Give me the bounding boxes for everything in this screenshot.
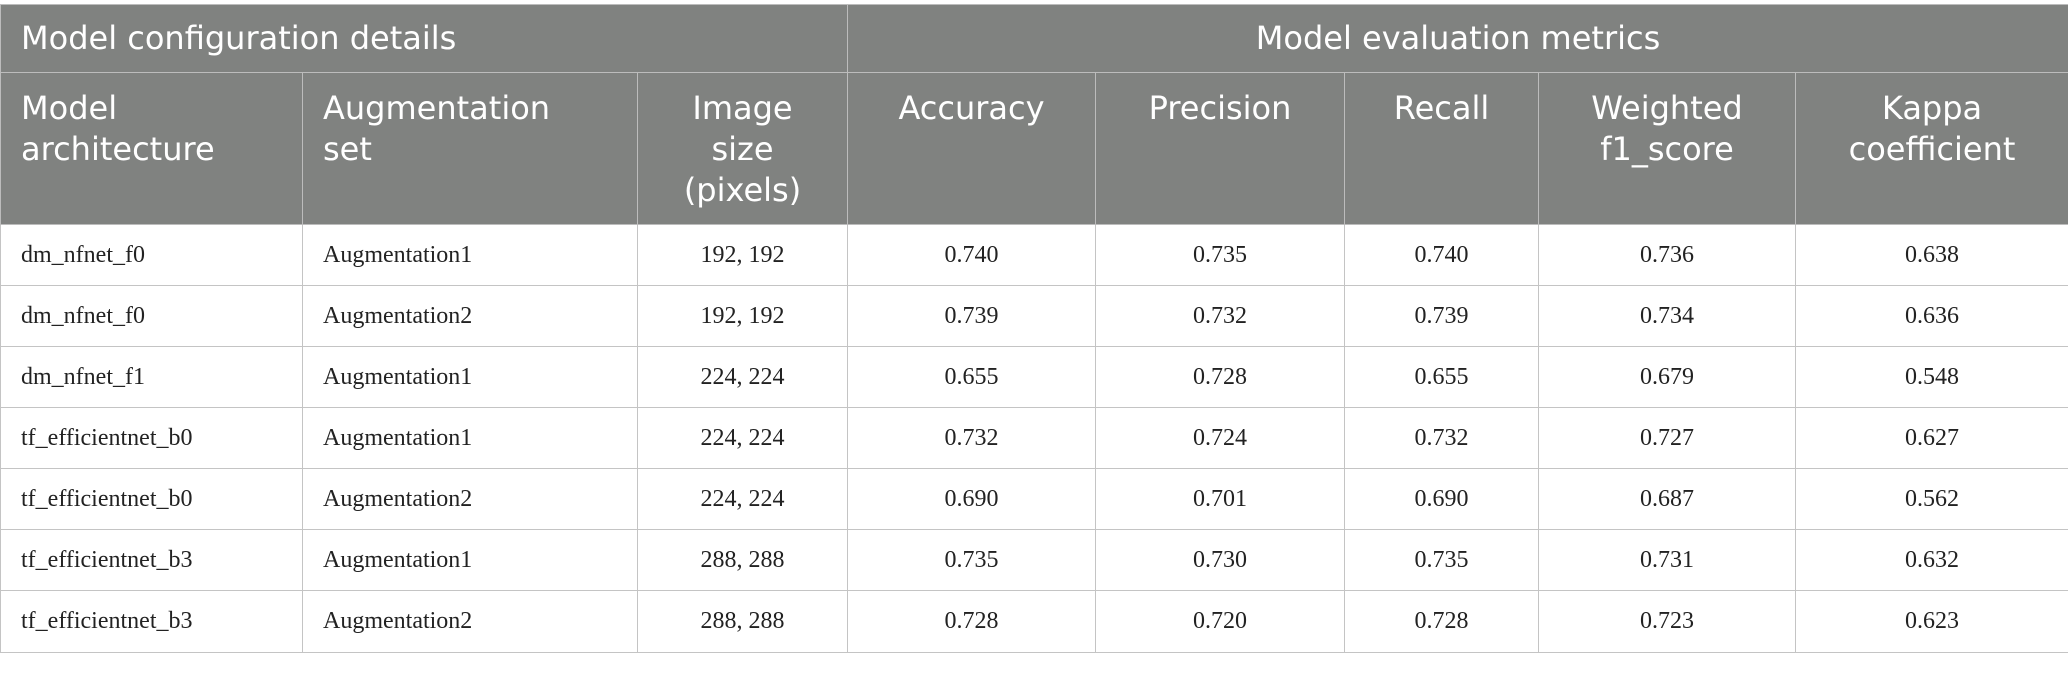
recall-cell: 0.735 xyxy=(1344,529,1539,591)
kappa-coefficient-cell: 0.623 xyxy=(1794,590,2068,653)
column-header-kappa-coefficient: Kappa coefficient xyxy=(1794,72,2068,225)
accuracy-cell: 0.739 xyxy=(847,285,1096,347)
column-header-precision: Precision xyxy=(1095,72,1345,225)
table-body: dm_nfnet_f0 Augmentation1 192, 192 0.740 0.7… xyxy=(0,224,2068,653)
column-header-line: f1_score xyxy=(1600,130,1734,168)
recall-cell: 0.690 xyxy=(1344,468,1539,530)
column-header-line: Weighted xyxy=(1591,89,1743,127)
image-size-cell: 224, 224 xyxy=(637,346,848,408)
precision-cell: 0.735 xyxy=(1095,224,1345,286)
augmentation-set-cell: Augmentation1 xyxy=(302,407,638,469)
weighted-f1-score-cell: 0.679 xyxy=(1538,346,1796,408)
precision-cell: 0.720 xyxy=(1095,590,1345,653)
recall-cell: 0.728 xyxy=(1344,590,1539,653)
results-table: Model configuration details Model evalua… xyxy=(0,4,2068,653)
kappa-coefficient-cell: 0.632 xyxy=(1794,529,2068,591)
accuracy-cell: 0.732 xyxy=(847,407,1096,469)
table-row: tf_efficientnet_b3 Augmentation2 288, 288 0… xyxy=(0,590,2068,653)
kappa-coefficient-cell: 0.636 xyxy=(1794,285,2068,347)
model-architecture-cell: dm_nfnet_f1 xyxy=(0,346,303,408)
column-header-accuracy: Accuracy xyxy=(847,72,1096,225)
recall-cell: 0.739 xyxy=(1344,285,1539,347)
column-header-line: Image xyxy=(692,89,793,127)
recall-cell: 0.740 xyxy=(1344,224,1539,286)
group-header-configuration: Model configuration details xyxy=(0,4,848,73)
column-header-model-architecture: Model architecture xyxy=(0,72,303,225)
kappa-coefficient-cell: 0.627 xyxy=(1794,407,2068,469)
precision-cell: 0.724 xyxy=(1095,407,1345,469)
weighted-f1-score-cell: 0.727 xyxy=(1538,407,1796,469)
accuracy-cell: 0.655 xyxy=(847,346,1096,408)
accuracy-cell: 0.735 xyxy=(847,529,1096,591)
image-size-cell: 192, 192 xyxy=(637,285,848,347)
column-header-row: Model architecture Augmentation set Image s… xyxy=(0,72,2068,225)
table-row: tf_efficientnet_b3 Augmentation1 288, 288 0… xyxy=(0,529,2068,591)
augmentation-set-cell: Augmentation2 xyxy=(302,468,638,530)
column-header-line: Accuracy xyxy=(898,89,1045,127)
column-header-line: size xyxy=(711,130,774,168)
augmentation-set-cell: Augmentation1 xyxy=(302,346,638,408)
column-header-augmentation-set: Augmentation set xyxy=(302,72,638,225)
precision-cell: 0.732 xyxy=(1095,285,1345,347)
column-header-line: Kappa xyxy=(1881,89,1983,127)
column-header-line: Augmentation xyxy=(323,89,551,127)
table-row: tf_efficientnet_b0 Augmentation2 224, 224 0… xyxy=(0,468,2068,530)
column-header-line: Model xyxy=(21,89,118,127)
column-header-line: set xyxy=(323,130,372,168)
model-architecture-cell: dm_nfnet_f0 xyxy=(0,285,303,347)
image-size-cell: 224, 224 xyxy=(637,407,848,469)
image-size-cell: 192, 192 xyxy=(637,224,848,286)
table-row: tf_efficientnet_b0 Augmentation1 224, 224 0… xyxy=(0,407,2068,469)
recall-cell: 0.732 xyxy=(1344,407,1539,469)
column-header-weighted-f1-score: Weighted f1_score xyxy=(1538,72,1796,225)
augmentation-set-cell: Augmentation2 xyxy=(302,590,638,653)
column-header-line: Recall xyxy=(1393,89,1490,127)
column-header-line: coefficient xyxy=(1848,130,2016,168)
accuracy-cell: 0.740 xyxy=(847,224,1096,286)
augmentation-set-cell: Augmentation2 xyxy=(302,285,638,347)
kappa-coefficient-cell: 0.638 xyxy=(1794,224,2068,286)
augmentation-set-cell: Augmentation1 xyxy=(302,529,638,591)
kappa-coefficient-cell: 0.548 xyxy=(1794,346,2068,408)
weighted-f1-score-cell: 0.731 xyxy=(1538,529,1796,591)
model-architecture-cell: tf_efficientnet_b3 xyxy=(0,529,303,591)
column-header-line: Precision xyxy=(1148,89,1292,127)
column-header-recall: Recall xyxy=(1344,72,1539,225)
image-size-cell: 288, 288 xyxy=(637,590,848,653)
accuracy-cell: 0.690 xyxy=(847,468,1096,530)
table-row: dm_nfnet_f0 Augmentation2 192, 192 0.739 0.7… xyxy=(0,285,2068,347)
weighted-f1-score-cell: 0.736 xyxy=(1538,224,1796,286)
model-architecture-cell: tf_efficientnet_b0 xyxy=(0,468,303,530)
header-group-row: Model configuration details Model evalua… xyxy=(0,4,2068,73)
column-header-line: (pixels) xyxy=(683,171,802,209)
image-size-cell: 288, 288 xyxy=(637,529,848,591)
augmentation-set-cell: Augmentation1 xyxy=(302,224,638,286)
weighted-f1-score-cell: 0.734 xyxy=(1538,285,1796,347)
weighted-f1-score-cell: 0.687 xyxy=(1538,468,1796,530)
precision-cell: 0.728 xyxy=(1095,346,1345,408)
table-row: dm_nfnet_f1 Augmentation1 224, 224 0.655 0.7… xyxy=(0,346,2068,408)
weighted-f1-score-cell: 0.723 xyxy=(1538,590,1796,653)
column-header-image-size: Image size (pixels) xyxy=(637,72,848,225)
model-architecture-cell: dm_nfnet_f0 xyxy=(0,224,303,286)
image-size-cell: 224, 224 xyxy=(637,468,848,530)
model-architecture-cell: tf_efficientnet_b0 xyxy=(0,407,303,469)
precision-cell: 0.730 xyxy=(1095,529,1345,591)
recall-cell: 0.655 xyxy=(1344,346,1539,408)
kappa-coefficient-cell: 0.562 xyxy=(1794,468,2068,530)
precision-cell: 0.701 xyxy=(1095,468,1345,530)
group-header-evaluation: Model evaluation metrics xyxy=(846,4,2068,73)
model-architecture-cell: tf_efficientnet_b3 xyxy=(0,590,303,653)
accuracy-cell: 0.728 xyxy=(847,590,1096,653)
column-header-line: architecture xyxy=(21,130,215,168)
table-row: dm_nfnet_f0 Augmentation1 192, 192 0.740 0.7… xyxy=(0,224,2068,286)
